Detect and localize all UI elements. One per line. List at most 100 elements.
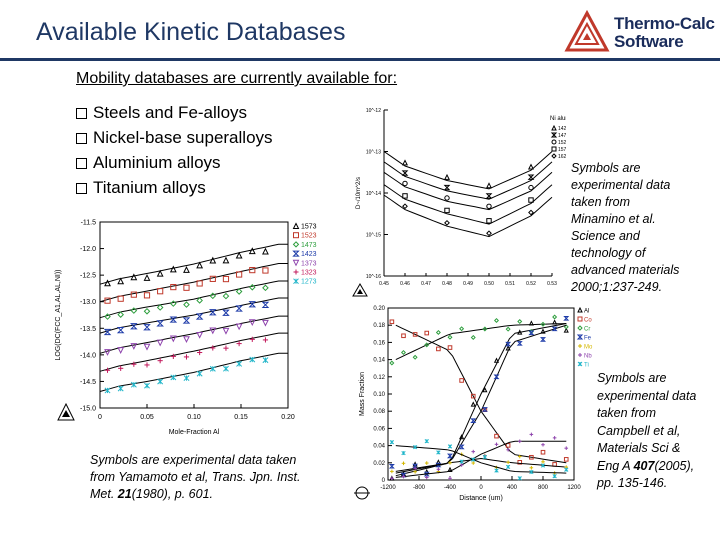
data-point	[458, 444, 465, 450]
marker-shape	[517, 329, 523, 335]
data-point	[412, 354, 418, 360]
data-point	[144, 362, 150, 368]
marker-shape	[117, 347, 125, 354]
marker-shape	[444, 195, 450, 201]
data-point	[195, 313, 204, 320]
brand-name-line2: Software	[614, 32, 684, 51]
marker-shape	[195, 313, 204, 320]
data-point	[435, 329, 441, 335]
data-point	[209, 365, 216, 372]
legend-label: 1423 K	[558, 126, 566, 132]
marker-shape	[401, 159, 409, 166]
marker-shape	[104, 297, 111, 304]
marker-shape	[482, 326, 488, 332]
data-point	[470, 401, 476, 407]
data-point	[117, 385, 124, 392]
data-point	[209, 256, 217, 264]
marker-shape	[444, 207, 450, 214]
x-tick-label: 0.45	[379, 281, 389, 287]
marker-shape	[208, 309, 217, 316]
model-curve	[99, 352, 288, 392]
data-point	[470, 334, 476, 340]
data-point	[388, 463, 395, 469]
marker-shape	[209, 327, 217, 335]
data-point	[506, 447, 510, 452]
header-divider	[0, 58, 720, 61]
data-point	[157, 288, 164, 295]
marker-shape	[412, 354, 418, 360]
data-point	[459, 378, 464, 383]
data-point	[196, 370, 203, 377]
data-point	[183, 375, 190, 382]
marker-shape	[117, 277, 125, 285]
model-curve	[383, 151, 553, 190]
data-point	[262, 267, 269, 274]
marker-shape	[292, 222, 300, 229]
marker-shape	[447, 334, 453, 340]
section-subtitle: Mobility databases are currently availab…	[76, 70, 398, 87]
data-point	[486, 230, 492, 237]
legend-label: Co	[584, 318, 592, 324]
model-curve	[395, 445, 567, 474]
data-point	[262, 357, 269, 364]
data-point	[169, 335, 177, 343]
marker-shape	[235, 251, 243, 259]
list-item: Steels and Fe-alloys	[76, 100, 273, 125]
data-point	[210, 345, 216, 351]
marker-shape	[262, 247, 269, 255]
data-point	[459, 459, 464, 464]
y-tick-label: 10^-13	[366, 150, 381, 156]
y-tick-label: -12.0	[80, 246, 96, 253]
data-point	[170, 300, 177, 307]
data-point	[446, 453, 454, 459]
data-point	[505, 341, 512, 347]
data-point	[564, 467, 569, 472]
thermocalc-mini-logo-icon	[57, 402, 75, 421]
marker-shape	[435, 459, 441, 465]
marker-shape	[563, 316, 570, 321]
marker-shape	[540, 321, 546, 327]
marker-shape	[116, 326, 125, 334]
marker-shape	[169, 316, 178, 323]
marker-shape	[459, 326, 465, 332]
data-point	[222, 256, 230, 264]
list-item-label: Steels and Fe-alloys	[93, 103, 248, 122]
data-point	[493, 317, 500, 323]
marker-shape	[577, 306, 583, 313]
marker-shape	[262, 267, 269, 274]
marker-shape	[493, 374, 500, 380]
marker-shape	[249, 266, 256, 274]
marker-shape	[423, 471, 430, 477]
marker-shape	[157, 288, 164, 295]
legend-marker	[292, 259, 300, 267]
thermocalc-logo: Thermo-Calc Software	[564, 10, 715, 56]
marker-shape	[235, 288, 243, 295]
data-point	[481, 407, 488, 412]
y-tick-label: 10^-16	[366, 274, 381, 280]
data-point	[540, 321, 546, 327]
mass-fraction-profile-chart: 0.20 0.18 0.16 0.14 0.12 0.10 0.08 0.06 0.04 0.02…	[354, 306, 593, 502]
data-point	[459, 326, 465, 332]
legend-label: Al	[584, 309, 589, 315]
marker-shape	[446, 453, 454, 459]
x-axis-label: Mole-Fraction Al	[169, 429, 220, 436]
legend-label: Ti	[584, 363, 589, 369]
marker-shape	[156, 339, 164, 347]
marker-shape	[143, 307, 151, 315]
data-point	[447, 466, 453, 472]
x-tick-label: 0.10	[187, 414, 201, 421]
marker-shape	[528, 184, 534, 191]
marker-shape	[401, 333, 406, 339]
marker-shape	[222, 292, 230, 300]
data-point	[104, 367, 111, 373]
marker-shape	[470, 418, 477, 423]
x-tick-label: -800	[413, 485, 426, 491]
data-point	[222, 327, 230, 335]
legend-label: 1423	[301, 251, 317, 258]
marker-shape	[222, 327, 230, 335]
data-point	[235, 305, 243, 312]
model-curve	[99, 280, 288, 319]
list-item: Titanium alloys	[76, 175, 273, 200]
data-point	[130, 291, 137, 298]
marker-shape	[170, 283, 177, 291]
